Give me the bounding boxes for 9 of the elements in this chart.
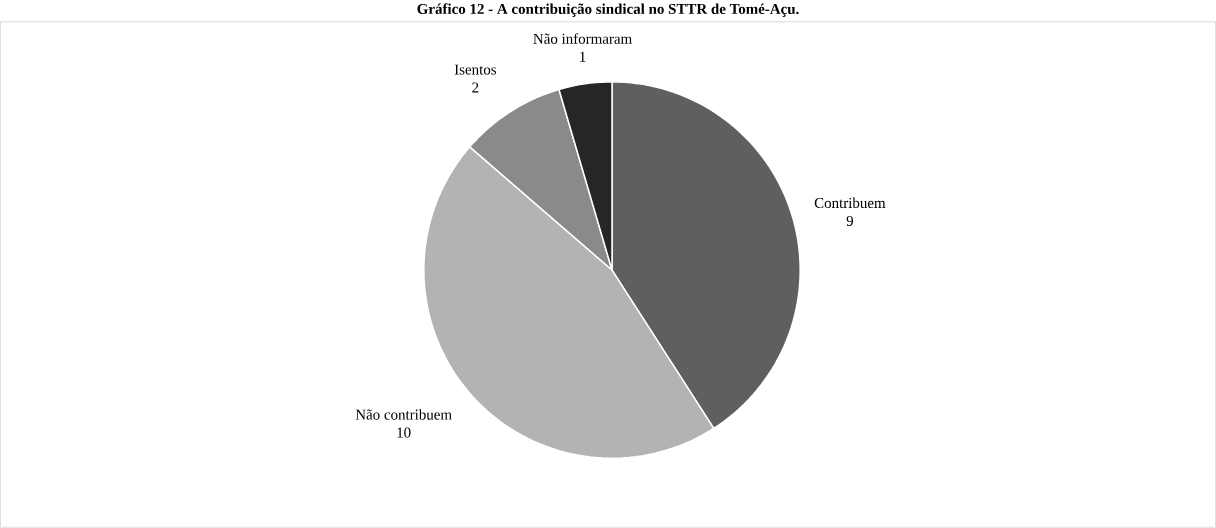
data-label: 10 <box>397 427 411 438</box>
data-label: 1 <box>580 51 586 62</box>
slice-label: Contribuem <box>814 197 886 209</box>
slice-label: Isentos <box>454 64 497 75</box>
slice-label: Não informaram <box>533 33 632 44</box>
chart-title: Gráfico 12 - A contribuição sindical no STTR de Tomé-Açu. <box>417 3 799 18</box>
data-label: 2 <box>472 82 479 93</box>
data-label: 9 <box>846 216 853 227</box>
slice-label: Não contribuem <box>355 409 452 420</box>
